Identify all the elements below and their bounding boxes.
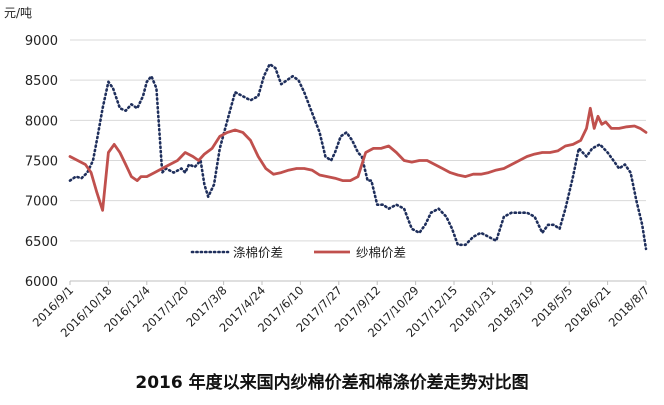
y-tick-label: 8500 bbox=[25, 74, 58, 89]
x-axis-ticks: 2016/9/12016/10/182016/12/42017/1/202017… bbox=[30, 281, 652, 340]
legend-label-series-1: 涤棉价差 bbox=[233, 245, 283, 260]
y-tick-label: 7000 bbox=[25, 195, 58, 210]
y-tick-label: 6500 bbox=[25, 235, 58, 250]
y-unit-label: 元/吨 bbox=[4, 6, 32, 20]
series-lines bbox=[68, 62, 648, 251]
series-line-1 bbox=[68, 62, 648, 251]
chart-caption: 2016 年度以来国内纱棉价差和棉涤价差走势对比图 bbox=[135, 373, 529, 393]
legend-label-series-2: 纱棉价差 bbox=[356, 245, 406, 260]
legend: 涤棉价差 纱棉价差 bbox=[190, 245, 406, 260]
y-axis-ticks: 6000 6500 7000 7500 8000 8500 9000 bbox=[25, 34, 58, 290]
y-tick-label: 8000 bbox=[25, 114, 58, 129]
series-line-2 bbox=[68, 106, 648, 212]
grid bbox=[70, 39, 646, 242]
y-tick-label: 6000 bbox=[25, 275, 58, 290]
y-tick-label: 9000 bbox=[25, 34, 58, 49]
x-tick-label: 2018/8/7 bbox=[606, 283, 652, 329]
y-tick-label: 7500 bbox=[25, 155, 58, 170]
